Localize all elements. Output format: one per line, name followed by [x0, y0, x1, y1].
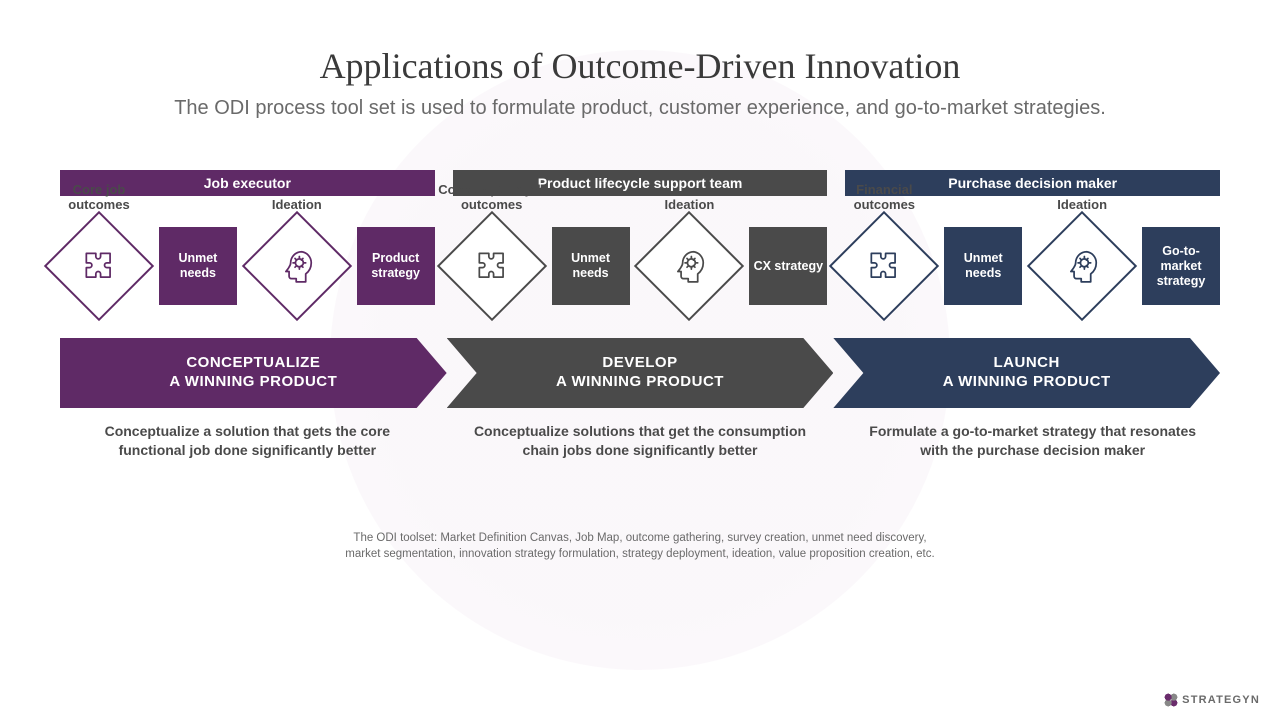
arrow-line2: A WINNING PRODUCT: [169, 373, 337, 392]
page-title: Applications of Outcome-Driven Innovatio…: [60, 45, 1220, 87]
description-develop: Conceptualize solutions that get the con…: [453, 422, 828, 460]
arrow-conceptualize: CONCEPTUALIZE A WINNING PRODUCT: [60, 338, 447, 408]
arrow-banners-row: CONCEPTUALIZE A WINNING PRODUCT DEVELOP …: [60, 338, 1220, 408]
footer-note: The ODI toolset: Market Definition Canva…: [250, 530, 1030, 562]
arrow-line1: CONCEPTUALIZE: [169, 354, 337, 373]
arrow-line2: A WINNING PRODUCT: [943, 373, 1111, 392]
puzzle-icon: [80, 247, 118, 285]
footer-line2: market segmentation, innovation strategy…: [250, 546, 1030, 562]
column-lifecycle-team: Product lifecycle support team Consumpti…: [453, 170, 828, 316]
description-launch: Formulate a go-to-market strategy that r…: [845, 422, 1220, 460]
flow-row: Core job outcomes Unmet needs Ideation P…: [60, 216, 435, 316]
flow-row: Financial outcomes Unmet needs Ideation …: [845, 216, 1220, 316]
diamond-label: Consumption job outcomes: [435, 183, 549, 213]
arrow-develop: DEVELOP A WINNING PRODUCT: [447, 338, 834, 408]
flow-row: Consumption job outcomes Unmet needs Ide…: [453, 216, 828, 316]
diamond-label: Core job outcomes: [42, 183, 156, 213]
arrow-line1: DEVELOP: [556, 354, 724, 373]
puzzle-icon: [473, 247, 511, 285]
box-cx-strategy: CX strategy: [749, 227, 827, 305]
head-gear-icon: [278, 247, 316, 285]
arrow-line1: LAUNCH: [943, 354, 1111, 373]
box-gtm-strategy: Go-to-market strategy: [1142, 227, 1220, 305]
slide-container: Applications of Outcome-Driven Innovatio…: [0, 0, 1280, 721]
logo-mark-icon: [1164, 693, 1178, 707]
diamond-label: Financial outcomes: [827, 183, 941, 213]
descriptions-row: Conceptualize a solution that gets the c…: [60, 422, 1220, 460]
strategyn-logo: STRATEGYN: [1164, 693, 1260, 707]
head-gear-icon: [1063, 247, 1101, 285]
box-unmet-needs: Unmet needs: [159, 227, 237, 305]
head-gear-icon: [670, 247, 708, 285]
logo-text: STRATEGYN: [1182, 694, 1260, 706]
arrow-line2: A WINNING PRODUCT: [556, 373, 724, 392]
box-unmet-needs: Unmet needs: [552, 227, 630, 305]
diamond-ideation: Ideation: [650, 227, 728, 305]
box-unmet-needs: Unmet needs: [944, 227, 1022, 305]
footer-line1: The ODI toolset: Market Definition Canva…: [250, 530, 1030, 546]
diamond-financial-outcomes: Financial outcomes: [845, 227, 923, 305]
columns-row: Job executor Core job outcomes Unmet nee…: [60, 170, 1220, 316]
column-decision-maker: Purchase decision maker Financial outcom…: [845, 170, 1220, 316]
diamond-ideation: Ideation: [1043, 227, 1121, 305]
puzzle-icon: [865, 247, 903, 285]
description-conceptualize: Conceptualize a solution that gets the c…: [60, 422, 435, 460]
column-job-executor: Job executor Core job outcomes Unmet nee…: [60, 170, 435, 316]
diamond-consumption-outcomes: Consumption job outcomes: [453, 227, 531, 305]
diamond-core-job-outcomes: Core job outcomes: [60, 227, 138, 305]
page-subtitle: The ODI process tool set is used to form…: [60, 97, 1220, 120]
arrow-launch: LAUNCH A WINNING PRODUCT: [833, 338, 1220, 408]
box-product-strategy: Product strategy: [357, 227, 435, 305]
diamond-ideation: Ideation: [258, 227, 336, 305]
